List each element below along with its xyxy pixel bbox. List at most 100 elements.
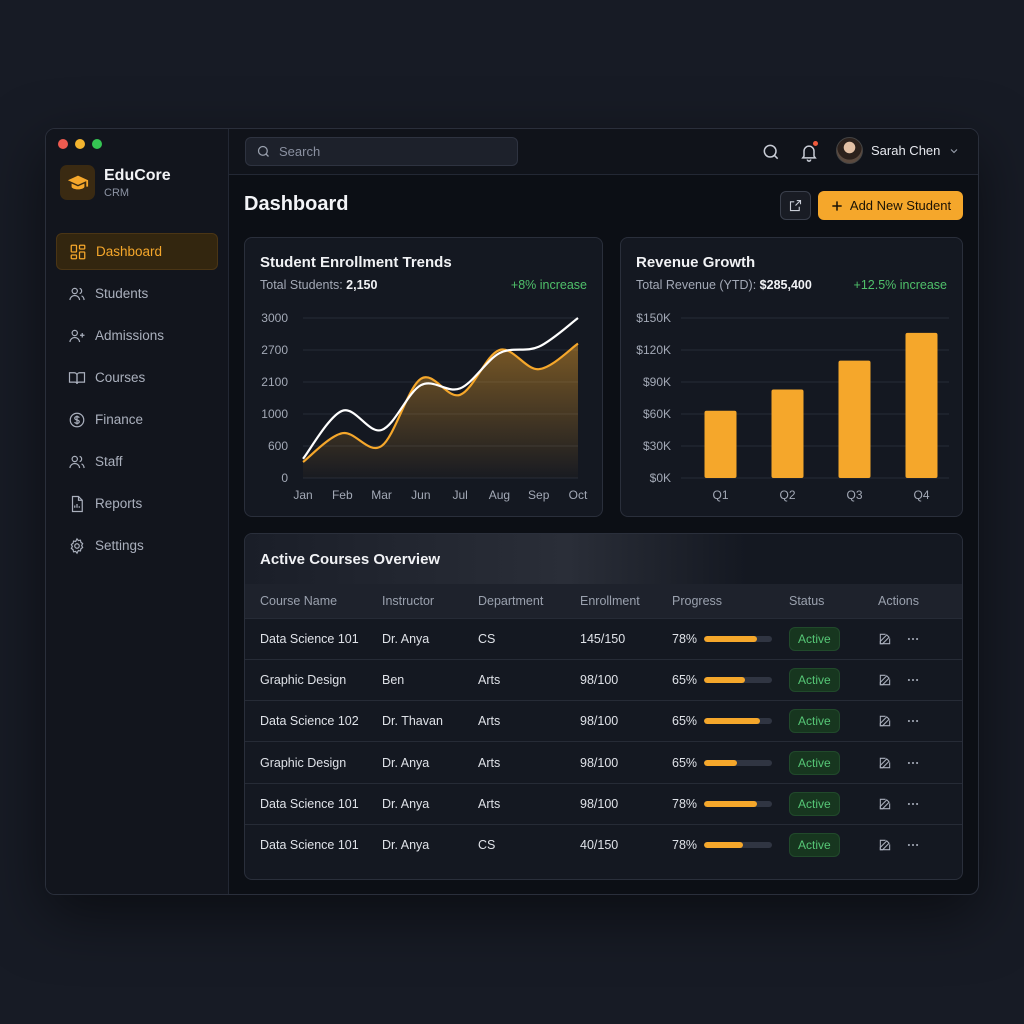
sidebar-item-label: Students [95,286,149,301]
search-input[interactable] [279,144,499,159]
column-header[interactable]: Department [478,593,544,608]
series-line [302,317,579,460]
revenue-title: Revenue Growth [636,254,756,271]
column-header[interactable]: Progress [672,593,723,608]
enrollment-line-chart: 0 600 1000 2100 2700 3000 Jan Feb Mar Jun Jul Aug Se… [261,311,588,502]
status-badge: Active [789,750,840,775]
more-options-icon[interactable] [906,673,920,687]
course-name: Data Science 101 [245,782,382,825]
table-row[interactable]: Graphic Design Ben Arts 98/100 65% Active [245,658,962,701]
sidebar-item-settings[interactable]: Settings [56,527,218,564]
sidebar-item-admissions[interactable]: Admissions [56,317,218,354]
table-row[interactable]: Data Science 101 Dr. Anya CS 40/150 78% Activ… [245,823,962,866]
column-header[interactable]: Enrollment [580,593,640,608]
sidebar-item-students[interactable]: Students [56,275,218,312]
status-badge: Active [789,667,840,692]
column-header[interactable]: Status [789,593,825,608]
minimize-window-button[interactable] [75,139,85,149]
course-progress: 65% [672,700,789,742]
course-instructor: Dr. Anya [382,823,478,866]
edit-icon[interactable] [878,714,892,728]
sidebar-nav: Dashboard Students Admissions Courses Fi… [56,233,218,569]
column-header[interactable]: Actions [878,593,919,608]
course-department: CS [478,617,580,660]
more-options-icon[interactable] [906,714,920,728]
bell-icon[interactable] [799,141,819,162]
users-icon [69,455,85,468]
sidebar-item-label: Admissions [95,328,165,343]
sidebar: EduCore CRM Dashboard Students Admission… [46,129,229,894]
graduation-cap-icon [60,165,95,200]
course-enrollment: 40/150 [580,823,672,866]
x-tick-label: Q2 [779,488,795,502]
more-options-icon[interactable] [906,797,920,811]
x-tick-label: Oct [569,488,588,502]
x-tick-label: Q4 [913,488,929,502]
x-tick-label: Sep [528,488,550,502]
revenue-bar-chart: $0K $30K $60K $90K $120K $150K Q1 Q2 Q3 Q4 [636,311,949,502]
progress-bar [704,842,773,849]
x-tick-label: Jul [452,488,467,502]
avatar [836,137,863,164]
progress-fill [704,759,737,766]
edit-icon[interactable] [878,797,892,811]
search-icon[interactable] [761,142,781,162]
sidebar-item-courses[interactable]: Courses [56,359,218,396]
edit-icon[interactable] [878,673,892,687]
sidebar-item-dashboard[interactable]: Dashboard [56,233,218,270]
enrollment-summary: Total Students: 2,150 [260,278,377,292]
more-options-icon[interactable] [906,838,920,852]
courses-header [245,534,962,584]
status-badge: Active [789,833,840,858]
bar [704,410,737,478]
more-options-icon[interactable] [906,632,920,646]
brand: EduCore CRM [60,165,171,200]
sidebar-item-staff[interactable]: Staff [56,443,218,480]
y-tick-label: 2700 [261,343,288,357]
column-header[interactable]: Instructor [382,593,435,608]
bar [838,360,871,478]
course-enrollment: 98/100 [580,658,672,701]
book-icon [68,371,86,384]
progress-bar [704,676,773,683]
progress-value: 78% [672,796,698,811]
course-status: Active [789,741,878,784]
series-area [303,343,578,478]
column-header[interactable]: Course Name [260,593,338,608]
sidebar-item-finance[interactable]: Finance [56,401,218,438]
add-new-student-button[interactable]: Add New Student [818,191,963,220]
search-icon [257,145,269,157]
y-tick-label: $150K [636,311,671,325]
maximize-window-button[interactable] [92,139,102,149]
y-tick-label: $0K [650,471,671,485]
user-name: Sarah Chen [871,143,941,158]
course-enrollment: 98/100 [580,782,672,825]
enrollment-title: Student Enrollment Trends [260,254,452,271]
table-row[interactable]: Graphic Design Dr. Anya Arts 98/100 65% Activ… [245,741,962,784]
table-row[interactable]: Data Science 101 Dr. Anya Arts 98/100 78% Act… [245,782,962,825]
user-menu[interactable]: Sarah Chen [836,137,960,164]
course-enrollment: 98/100 [580,741,672,784]
x-tick-label: Mar [371,488,392,502]
table-row[interactable]: Data Science 101 Dr. Anya CS 145/150 78% Acti… [245,617,962,660]
more-options-icon[interactable] [906,756,920,770]
export-button[interactable] [780,191,811,220]
course-instructor: Dr. Thavan [382,700,478,742]
search-box[interactable] [245,137,518,166]
course-actions [878,741,962,784]
series-line [302,342,579,463]
y-tick-label: 3000 [261,311,288,325]
table-row[interactable]: Data Science 102 Dr. Thavan Arts 98/100 65% A… [245,700,962,742]
progress-bar [704,800,773,807]
status-badge: Active [789,791,840,816]
course-actions [878,700,962,742]
courses-title: Active Courses Overview [260,551,441,568]
edit-icon[interactable] [878,756,892,770]
sidebar-item-reports[interactable]: Reports [56,485,218,522]
course-status: Active [789,658,878,701]
course-enrollment: 145/150 [580,617,672,660]
edit-icon[interactable] [878,838,892,852]
course-instructor: Dr. Anya [382,617,478,660]
close-window-button[interactable] [58,139,68,149]
edit-icon[interactable] [878,632,892,646]
